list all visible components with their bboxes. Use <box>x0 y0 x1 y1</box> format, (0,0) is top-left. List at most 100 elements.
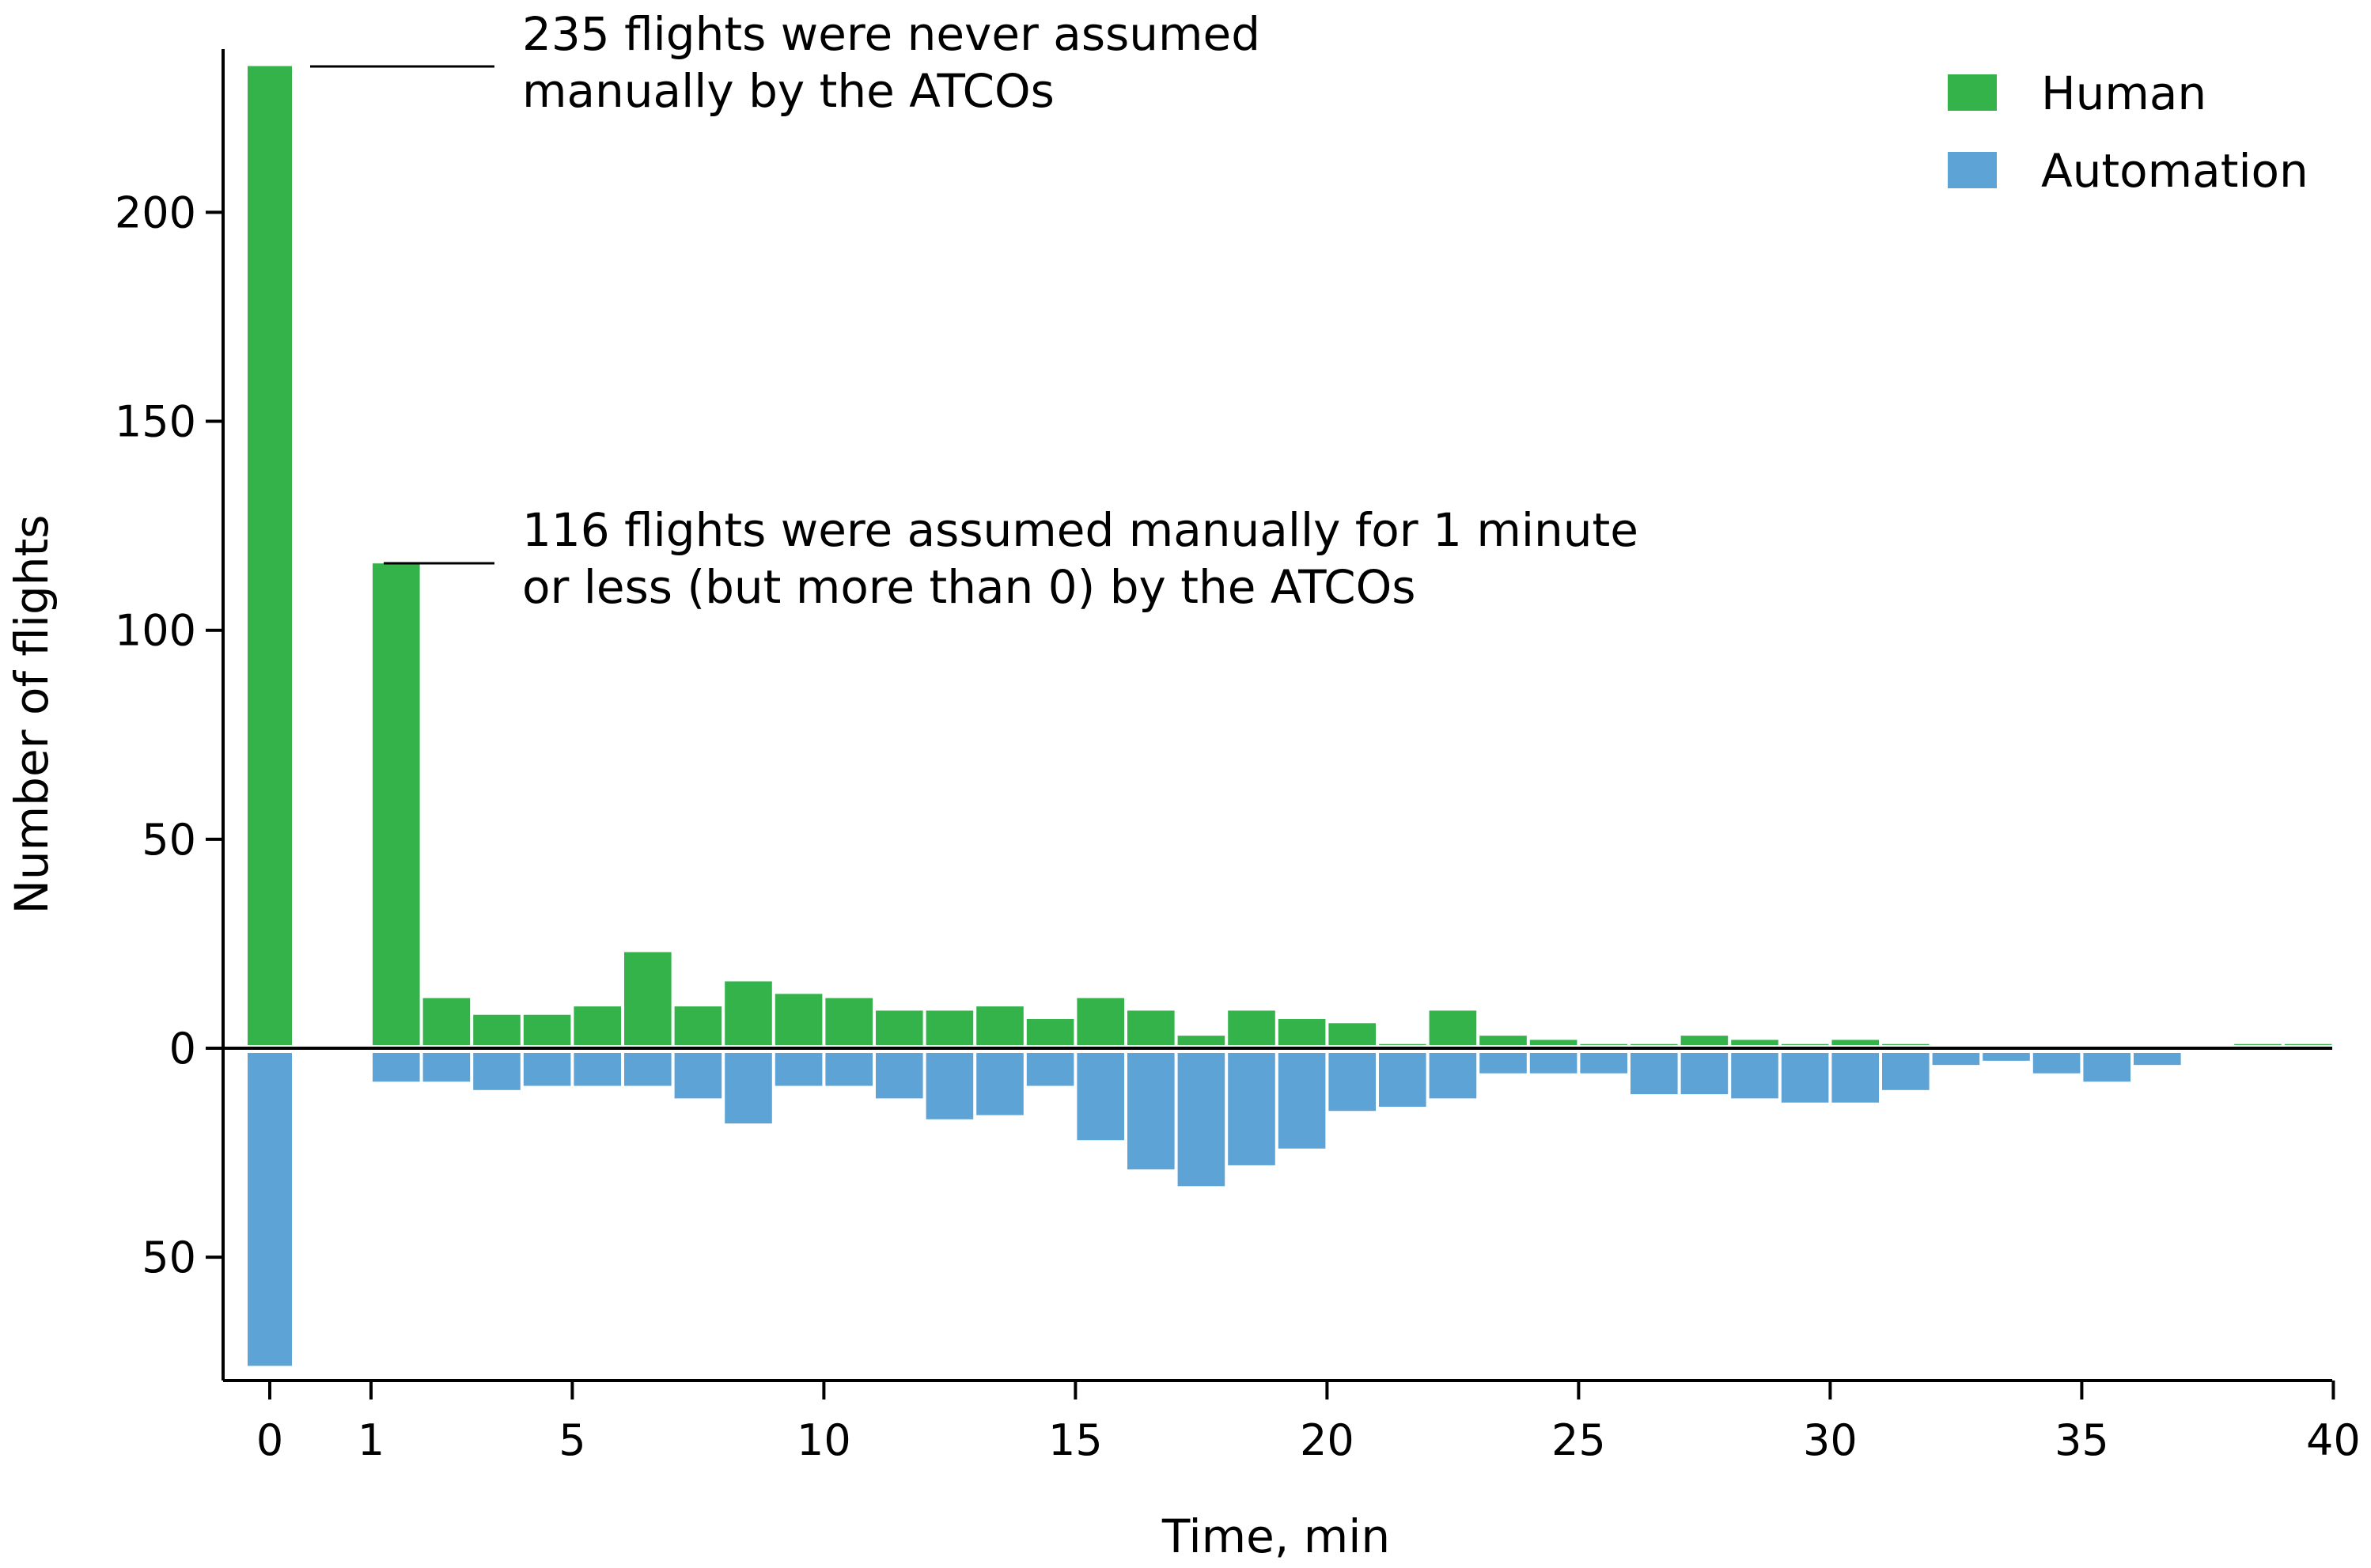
legend: Human Automation <box>1948 66 2309 198</box>
human-bar-3-4 <box>523 1014 571 1045</box>
automation-bar-18-19 <box>1278 1053 1326 1149</box>
automation-bar-11-12 <box>926 1053 974 1119</box>
automation-bar-1-2 <box>422 1053 471 1082</box>
automation-bar-0-1 <box>373 1053 420 1082</box>
human-bar-27-28 <box>1731 1040 1778 1045</box>
human-bar-21-22 <box>1429 1010 1477 1045</box>
x-tick-label: 0 <box>256 1415 283 1465</box>
automation-bar-3-4 <box>523 1053 571 1086</box>
human-bar-1-2 <box>422 998 471 1045</box>
human-bar-13-14 <box>1026 1019 1074 1045</box>
y-tick-label: 150 <box>115 397 196 447</box>
automation-bar-12-13 <box>976 1053 1024 1115</box>
human-bar-7-8 <box>725 981 772 1045</box>
automation-bar-30-31 <box>1882 1053 1930 1090</box>
automation-bar-14-15 <box>1077 1053 1124 1141</box>
automation-bar-8-9 <box>775 1053 823 1086</box>
human-bar-30-31 <box>1882 1043 1930 1045</box>
bars <box>248 66 2332 1366</box>
automation-bar-13-14 <box>1026 1053 1074 1086</box>
y-tick-label: 50 <box>142 1233 196 1282</box>
y-tick-label: 50 <box>142 815 196 865</box>
automation-bar-22-23 <box>1479 1053 1527 1074</box>
automation-bar-9-10 <box>825 1053 873 1086</box>
human-bar-6-7 <box>674 1006 722 1045</box>
human-bar-25-26 <box>1631 1043 1678 1045</box>
human-bar-4-5 <box>574 1006 621 1045</box>
automation-bar-7-8 <box>725 1053 772 1124</box>
automation-bar-29-30 <box>1831 1053 1879 1103</box>
x-tick-label: 25 <box>1551 1415 1606 1465</box>
x-tick-label: 10 <box>797 1415 851 1465</box>
automation-bar-34-35 <box>2083 1053 2130 1082</box>
human-legend-label: Human <box>2041 66 2206 120</box>
automation-bar-15-16 <box>1127 1053 1175 1170</box>
annotation-text-line: 235 flights were never assumed <box>522 7 1260 61</box>
human-bar-8-9 <box>775 994 823 1045</box>
automation-bar-26-27 <box>1680 1053 1729 1095</box>
automation-bar-21-22 <box>1429 1053 1477 1099</box>
automation-bar-10-11 <box>876 1053 923 1099</box>
human-bar-9-10 <box>825 998 873 1045</box>
human-bar-19-20 <box>1328 1023 1376 1045</box>
automation-bar-2-3 <box>473 1053 521 1090</box>
x-axis-title: Time, min <box>1161 1509 1390 1563</box>
human-bar-18-19 <box>1278 1019 1326 1045</box>
automation-bar-23-24 <box>1529 1053 1578 1074</box>
human-bar-11-12 <box>926 1010 974 1045</box>
human-bar-20-21 <box>1379 1043 1426 1045</box>
human-bar-14-15 <box>1077 998 1124 1045</box>
annotation-text-line: 116 flights were assumed manually for 1 … <box>522 503 1638 557</box>
x-tick-label: 35 <box>2055 1415 2109 1465</box>
human-bar-2-3 <box>473 1014 521 1045</box>
automation-bar-32-33 <box>1983 1053 2030 1061</box>
human-bar-12-13 <box>976 1006 1024 1045</box>
human-bar-26-27 <box>1680 1036 1729 1045</box>
automation-bar-5-6 <box>624 1053 672 1086</box>
y-tick-label: 200 <box>115 187 196 237</box>
automation-bar-4-5 <box>574 1053 621 1086</box>
human-bar-22-23 <box>1479 1036 1527 1045</box>
automation-bar-33-34 <box>2032 1053 2081 1074</box>
automation-bar-6-7 <box>674 1053 722 1099</box>
human-bar-23-24 <box>1529 1040 1578 1045</box>
y-axis-title: Number of flights <box>5 515 59 915</box>
human-bar-0 <box>248 66 292 1046</box>
y-tick-label: 0 <box>169 1024 196 1074</box>
human-bar-10-11 <box>876 1010 923 1045</box>
x-tick-label: 40 <box>2306 1415 2361 1465</box>
automation-bar-17-18 <box>1228 1053 1275 1165</box>
x-tick-label: 1 <box>358 1415 384 1465</box>
automation-bar-28-29 <box>1781 1053 1829 1103</box>
x-tick-label: 5 <box>559 1415 585 1465</box>
automation-legend-label: Automation <box>2041 144 2309 198</box>
human-bar-38-39 <box>2284 1043 2332 1045</box>
annotation-text-line: or less (but more than 0) by the ATCOs <box>522 560 1415 614</box>
automation-bar-19-20 <box>1328 1053 1376 1112</box>
human-bar-17-18 <box>1228 1010 1275 1045</box>
automation-bar-31-32 <box>1932 1053 1980 1066</box>
automation-bar-16-17 <box>1177 1053 1225 1187</box>
automation-bar-24-25 <box>1580 1053 1627 1074</box>
annotation-text-line: manually by the ATCOs <box>522 64 1055 118</box>
automation-bar-27-28 <box>1731 1053 1778 1099</box>
human-bar-37-38 <box>2234 1043 2282 1045</box>
automation-bar-0 <box>248 1053 292 1366</box>
human-bar-0-1 <box>373 563 420 1045</box>
human-bar-16-17 <box>1177 1036 1225 1045</box>
x-tick-label: 15 <box>1048 1415 1103 1465</box>
automation-legend-swatch <box>1948 152 1997 188</box>
y-tick-label: 100 <box>115 606 196 656</box>
automation-bar-20-21 <box>1379 1053 1426 1107</box>
automation-bar-35-36 <box>2134 1053 2181 1066</box>
human-bar-15-16 <box>1127 1010 1175 1045</box>
human-bar-24-25 <box>1580 1043 1627 1045</box>
x-tick-label: 30 <box>1803 1415 1858 1465</box>
human-legend-swatch <box>1948 74 1997 111</box>
human-bar-5-6 <box>624 952 672 1045</box>
human-bar-28-29 <box>1781 1043 1829 1045</box>
x-tick-label: 20 <box>1300 1415 1354 1465</box>
